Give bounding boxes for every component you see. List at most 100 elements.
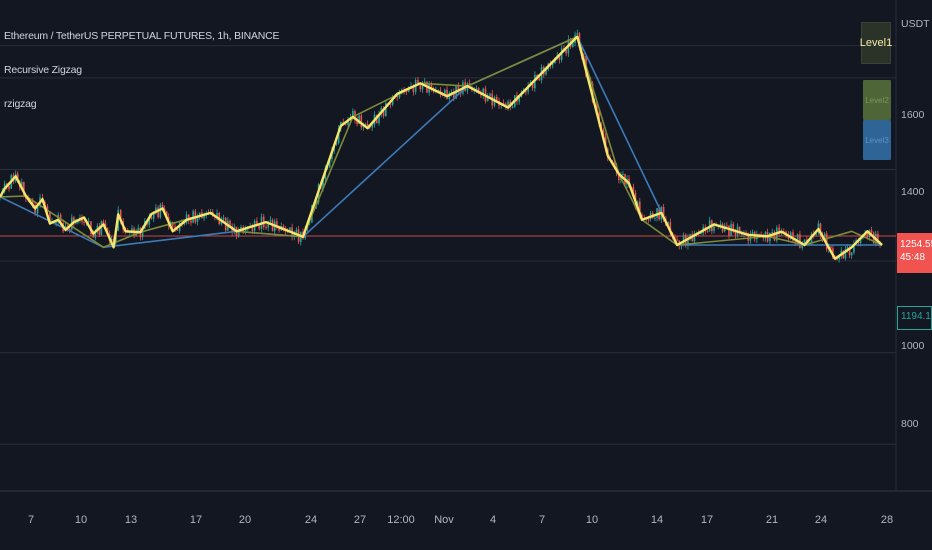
candle-body (846, 247, 849, 250)
candle-body (572, 42, 574, 47)
indicator-legend-recursive-zigzag[interactable]: Recursive Zigzag (4, 64, 82, 76)
candle-body (360, 115, 363, 128)
candle-body (137, 227, 140, 231)
candle-body (269, 219, 272, 222)
candle-body (734, 231, 737, 235)
candle-body (267, 221, 270, 228)
x-tick-label: 24 (814, 514, 828, 526)
x-tick-label: 17 (189, 514, 203, 526)
candle-body (335, 143, 338, 145)
candle-body (198, 212, 201, 218)
candle-body (16, 173, 19, 182)
candle-body (216, 212, 218, 218)
candle-body (196, 217, 199, 222)
candle-body (83, 221, 85, 223)
candle-body (36, 205, 39, 214)
candle-body (258, 225, 261, 229)
y-axis-unit: USDT (901, 18, 930, 30)
candle-body (596, 101, 598, 113)
candle-body (444, 89, 446, 96)
candle-body (203, 214, 205, 219)
candle-body (423, 81, 426, 83)
candle-body (551, 63, 554, 66)
y-tick-800: 800 (901, 418, 919, 430)
candle-body (475, 88, 478, 91)
candle-body (687, 237, 689, 246)
candle-body (73, 217, 75, 224)
y-tick-1600: 1600 (901, 109, 925, 121)
candle-body (700, 233, 702, 235)
candle-body (486, 95, 489, 102)
x-tick-label: 10 (74, 514, 88, 526)
candle-body (75, 222, 77, 224)
candle-body (293, 232, 296, 237)
candle-body (647, 219, 650, 221)
candle-body (356, 119, 358, 125)
candle-body (853, 244, 855, 253)
candle-body (502, 102, 505, 104)
zigzag-level1 (0, 35, 883, 260)
candle-body (8, 186, 10, 189)
candle-body (669, 222, 672, 234)
symbol-title[interactable]: Ethereum / TetherUS PERPETUAL FUTURES, 1… (4, 30, 280, 42)
candle-body (632, 186, 635, 193)
candle-body (49, 212, 51, 222)
bar-countdown: 45:48 (900, 252, 926, 263)
candle-body (55, 221, 57, 223)
candle-body (738, 226, 741, 235)
candle-body (421, 82, 424, 90)
candle-body (844, 249, 847, 259)
candle-body (87, 221, 90, 223)
candle-body (726, 225, 728, 227)
candle-body (389, 103, 392, 105)
candle-body (378, 113, 380, 124)
candle-body (639, 201, 641, 215)
x-tick-label: 21 (765, 514, 779, 526)
candle-body (866, 233, 869, 238)
candle-body (405, 91, 408, 93)
candle-body (161, 204, 164, 209)
candle-body (131, 228, 133, 232)
candle-body (771, 232, 774, 234)
candle-body (676, 239, 678, 241)
candle-body (183, 223, 186, 225)
candle-body (344, 123, 347, 125)
candle-body (96, 226, 99, 231)
x-tick-label: 27 (353, 514, 367, 526)
candle-body (740, 233, 743, 235)
x-tick-label: 13 (124, 514, 138, 526)
candle-body (531, 82, 534, 89)
candle-body (417, 80, 419, 86)
x-tick-label: Nov (434, 514, 454, 526)
x-tick-label: 4 (489, 514, 497, 526)
candle-body (450, 91, 453, 94)
candle-body (713, 225, 715, 231)
candle-body (656, 208, 658, 218)
candle-body (141, 228, 144, 238)
candle-body (322, 178, 324, 189)
current-price-tag: 1254.55 45:48 (897, 233, 932, 273)
candle-body (518, 96, 521, 102)
candle-body (244, 229, 247, 232)
indicator-legend-rzigzag[interactable]: rzigzag (4, 98, 37, 110)
candle-body (732, 223, 735, 232)
candle-body (848, 247, 851, 256)
candle-body (157, 207, 159, 218)
candle-body (495, 96, 498, 101)
candle-body (576, 33, 579, 35)
candle-body (430, 84, 433, 89)
candle-body (706, 230, 709, 232)
candle-body (104, 223, 107, 228)
candle-body (796, 234, 799, 243)
candle-body (176, 229, 179, 231)
candle-body (187, 214, 190, 221)
candle-body (282, 226, 285, 229)
x-tick-label: 24 (304, 514, 318, 526)
x-tick-label: 14 (650, 514, 664, 526)
x-tick-label: 12:00 (387, 514, 415, 526)
candle-body (222, 217, 225, 220)
candle-body (747, 233, 750, 241)
candle-body (396, 95, 398, 98)
candle-body (251, 226, 254, 231)
